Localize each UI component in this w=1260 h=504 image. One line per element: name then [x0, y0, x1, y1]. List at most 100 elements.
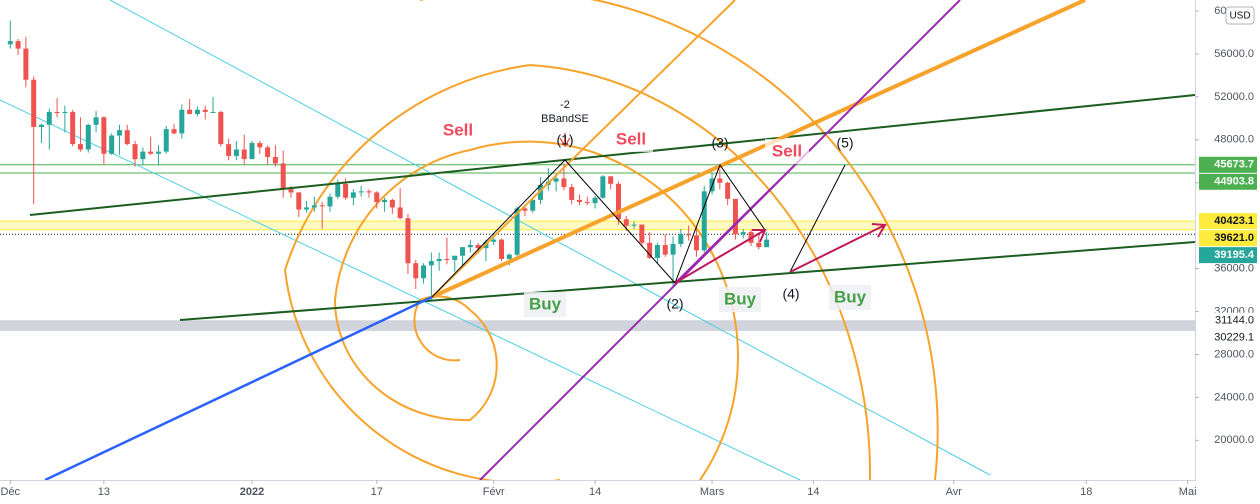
- trend-line: [479, 0, 961, 481]
- candle-body: [124, 130, 130, 145]
- price-level-label: 40423.1: [1214, 215, 1254, 227]
- candle-body: [311, 205, 317, 208]
- x-tick-label: Mai: [1179, 486, 1197, 498]
- candle-body: [202, 109, 208, 112]
- price-band: [0, 320, 1195, 331]
- candle-body: [475, 244, 481, 249]
- trend-line: [29, 94, 1196, 216]
- currency: USD: [1229, 11, 1250, 22]
- candle-body: [584, 202, 590, 204]
- candle-body: [553, 178, 559, 182]
- candle-body: [38, 124, 44, 127]
- candle-body: [615, 183, 621, 220]
- candle-body: [280, 163, 286, 190]
- candle-body: [678, 234, 684, 244]
- sell-label: Sell: [772, 141, 802, 160]
- currency-frame: [1225, 6, 1255, 25]
- price-level-label: 39195.4: [1214, 249, 1255, 261]
- candle-body: [514, 208, 520, 255]
- candle-body: [608, 176, 614, 184]
- candle-body: [382, 199, 388, 203]
- price-levels: [0, 164, 1195, 332]
- drawings-front: [29, 0, 1196, 482]
- candle-body: [257, 143, 263, 148]
- y-tick-label: 36000.0: [1214, 263, 1254, 275]
- candle-body: [15, 41, 21, 49]
- candle-body: [756, 242, 762, 248]
- trend-line: [179, 241, 1196, 321]
- candle-body: [109, 135, 115, 154]
- trend-line: [109, 0, 991, 476]
- candle-body: [576, 199, 582, 203]
- candle-body: [210, 111, 216, 113]
- x-tick-label: Mars: [700, 486, 725, 498]
- candle-body: [304, 207, 310, 210]
- candles: [7, 20, 770, 301]
- price-level-tag: [1199, 312, 1257, 329]
- wave-label: (1): [556, 132, 573, 148]
- candle-body: [46, 111, 52, 125]
- candle-body: [631, 224, 637, 226]
- x-tick-label: Avr: [946, 486, 963, 498]
- candle-body: [31, 79, 37, 127]
- label-box: [719, 287, 761, 312]
- y-tick-label: 28000.0: [1214, 348, 1254, 360]
- candle-body: [592, 197, 598, 204]
- label-box: [829, 285, 871, 310]
- candle-body: [296, 192, 302, 210]
- candle-body: [93, 117, 99, 125]
- candle-body: [522, 208, 528, 211]
- price-level-label: 44903.8: [1214, 176, 1254, 188]
- y-tick-label: 52000.0: [1214, 91, 1254, 103]
- candle-body: [389, 199, 395, 208]
- candle-body: [717, 178, 723, 183]
- candle-body: [452, 255, 458, 261]
- candle-body: [327, 196, 333, 207]
- label-box: [524, 292, 566, 317]
- indicator-name: BBandSE: [541, 113, 589, 125]
- y-tick-label: 56000.0: [1214, 48, 1254, 60]
- x-tick-label: 13: [98, 486, 110, 498]
- candle-body: [428, 261, 434, 266]
- x-tick-label: 2022: [240, 486, 264, 498]
- candle-body: [70, 111, 76, 145]
- price-level-tag: [1199, 156, 1257, 173]
- trend-line: [431, 0, 736, 298]
- candle-body: [358, 191, 364, 193]
- candle-body: [436, 258, 442, 262]
- candle-body: [179, 109, 185, 134]
- candle-body: [140, 151, 146, 160]
- candle-body: [405, 218, 411, 264]
- drawings-back: [0, 0, 991, 484]
- candle-body: [670, 243, 676, 255]
- candle-body: [343, 183, 349, 198]
- buy-label: Buy: [529, 294, 562, 313]
- price-level-label: 30229.1: [1214, 332, 1254, 344]
- candle-body: [194, 109, 200, 115]
- spiral-arc: [420, 0, 939, 481]
- candle-body: [397, 207, 403, 219]
- price-level-tag: [1199, 329, 1257, 346]
- wave-label: (5): [836, 135, 853, 151]
- candle-body: [85, 124, 91, 150]
- time-axis-bg: [0, 481, 1196, 504]
- label-box: [765, 139, 809, 164]
- candle-body: [171, 129, 177, 134]
- candle-body: [350, 192, 356, 198]
- candle-body: [187, 109, 193, 115]
- candle-body: [163, 129, 169, 152]
- candle-body: [421, 265, 427, 279]
- sell-label: Sell: [443, 120, 473, 139]
- candle-body: [639, 224, 645, 243]
- candle-body: [116, 130, 122, 136]
- annotations: Sell Sell Sell Buy Buy Buy -2 BBandSE (1…: [436, 99, 871, 317]
- candle-body: [272, 156, 278, 164]
- y-tick-label: 20000.0: [1214, 434, 1254, 446]
- label-box: [609, 127, 653, 152]
- candle-body: [374, 192, 380, 203]
- candle-body: [647, 242, 653, 258]
